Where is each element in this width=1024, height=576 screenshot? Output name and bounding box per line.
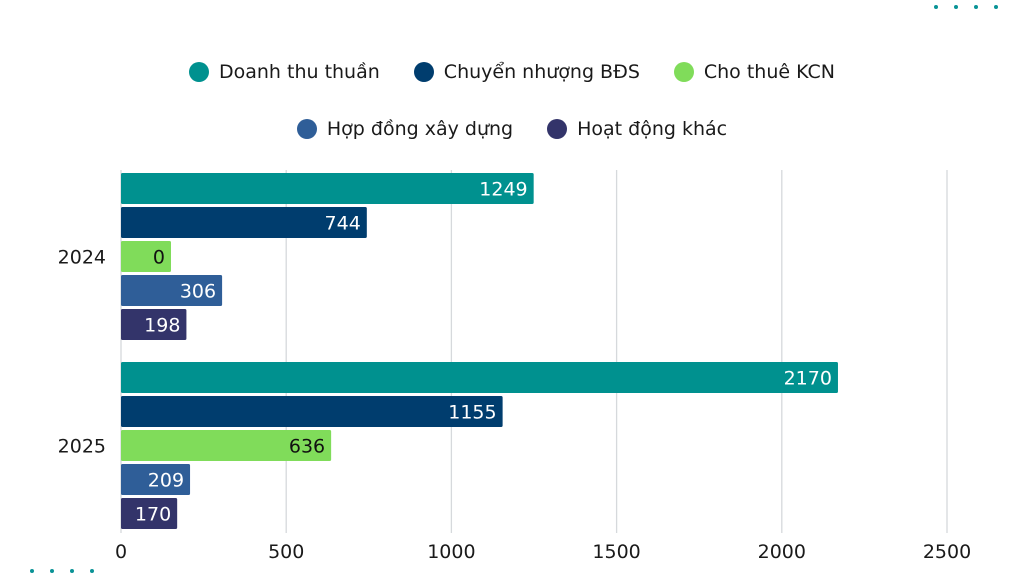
y-category-label: 2024 — [58, 247, 106, 269]
x-tick-label: 2000 — [758, 541, 806, 563]
bar — [121, 396, 503, 427]
x-tick-label: 1000 — [427, 541, 475, 563]
bar — [121, 241, 171, 272]
x-tick-label: 2500 — [923, 541, 971, 563]
x-tick-label: 500 — [268, 541, 304, 563]
legend-item: Hoạt động khác — [547, 118, 727, 140]
legend-swatch — [547, 119, 568, 139]
legend-label: Cho thuê KCN — [703, 61, 836, 83]
legend-row-1: Doanh thu thuần Chuyển nhượng BĐS Cho thuê… — [0, 61, 1024, 83]
y-category-label: 2025 — [58, 436, 106, 458]
legend-swatch — [413, 62, 434, 82]
legend-item: Doanh thu thuần — [188, 61, 380, 83]
bar-value-label: 636 — [289, 436, 325, 458]
bar — [121, 498, 178, 529]
decorative-dots-bottom — [30, 569, 94, 573]
legend-swatch — [188, 62, 209, 82]
legend-label: Hợp đồng xây dựng — [326, 118, 514, 140]
bar-value-label: 170 — [135, 504, 171, 526]
legend-swatch — [673, 62, 694, 82]
legend-item: Hợp đồng xây dựng — [296, 118, 514, 140]
legend-label: Chuyển nhượng BĐS — [443, 61, 640, 83]
legend-swatch — [296, 119, 317, 139]
bar — [121, 309, 187, 340]
bar-value-label: 2170 — [784, 368, 832, 390]
bar — [121, 362, 838, 393]
bar — [121, 173, 534, 204]
bar — [121, 430, 332, 461]
legend-item: Chuyển nhượng BĐS — [413, 61, 640, 83]
bar-value-label: 209 — [148, 470, 184, 492]
bar-value-label: 306 — [180, 281, 216, 303]
legend-label: Hoạt động khác — [577, 118, 728, 140]
legend-label: Doanh thu thuần — [218, 61, 380, 83]
decorative-dots-top — [934, 5, 998, 9]
bar-value-label: 1249 — [479, 179, 527, 201]
bar-value-label: 0 — [153, 247, 165, 269]
x-tick-label: 0 — [115, 541, 127, 563]
bar — [121, 464, 191, 495]
legend-row-2: Hợp đồng xây dựng Hoạt động khác — [0, 118, 1024, 140]
bar-value-label: 1155 — [448, 402, 496, 424]
x-tick-label: 1500 — [592, 541, 640, 563]
bar-value-label: 744 — [325, 213, 361, 235]
legend-item: Cho thuê KCN — [673, 61, 836, 83]
bar — [121, 207, 367, 238]
bar-value-label: 198 — [144, 315, 180, 337]
bar — [121, 275, 223, 306]
